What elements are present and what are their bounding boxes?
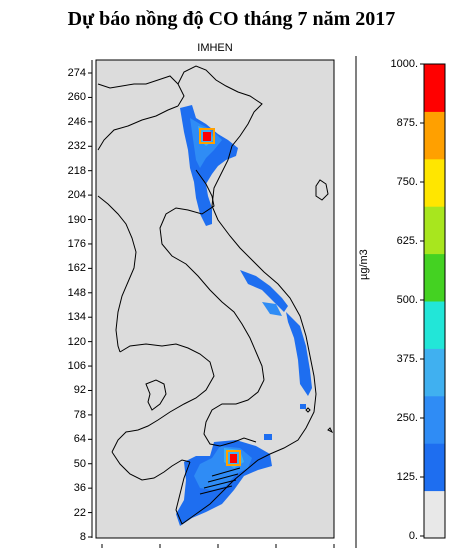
y-tick-label: 78 [73, 408, 86, 421]
cambodia-border [111, 343, 265, 453]
mekong-delta-lines [199, 467, 241, 495]
china-border [97, 75, 179, 89]
concentration-central [240, 270, 288, 312]
colorbar-unit: µg/m3 [358, 249, 370, 280]
y-tick-label: 162 [67, 262, 86, 275]
concentration-islet-2 [300, 404, 306, 409]
hotspot-north-ring [199, 128, 215, 144]
y-tick-label: 92 [73, 384, 86, 397]
colorbar-swatch [424, 64, 445, 112]
x-axis [96, 537, 335, 548]
colorbar-frame [423, 63, 446, 539]
y-tick-label: 120 [67, 335, 86, 348]
hotspot-south [230, 454, 237, 463]
colorbar-swatch [424, 111, 445, 160]
y-tick-label: 64 [73, 433, 86, 446]
colorbar-swatch [424, 253, 445, 302]
lake [145, 379, 167, 411]
concentration-central-2 [286, 312, 312, 396]
colorbar-tick-label: 875. [396, 117, 418, 129]
y-tick-label: 218 [67, 164, 86, 177]
y-tick-label: 274 [67, 67, 86, 79]
y-tick-label: 134 [67, 311, 86, 324]
colorbar-swatch [424, 301, 445, 349]
vietnam-coastline [175, 65, 317, 525]
y-tick-label: 8 [79, 531, 86, 543]
colorbar-swatch [424, 395, 445, 444]
y-tick-label: 190 [67, 213, 86, 226]
y-tick-label: 204 [67, 189, 86, 202]
colorbar-swatch [424, 206, 445, 255]
hotspot-north [203, 132, 211, 141]
colorbar-tick-label: 500. [396, 294, 418, 306]
island-dot-2 [327, 427, 334, 434]
y-tick-label: 22 [73, 506, 86, 519]
y-tick-label: 50 [73, 457, 86, 470]
gulf-coast [111, 451, 191, 481]
hotspot-south-ring [226, 450, 241, 466]
map-subtitle: IMHEN [197, 42, 233, 54]
y-tick-label: 36 [73, 482, 86, 495]
y-tick-label: 176 [67, 237, 86, 250]
hainan-island [315, 179, 329, 201]
y-tick-label: 246 [67, 115, 86, 128]
colorbar-tick-label: 750. [396, 176, 418, 188]
y-tick-label: 106 [67, 360, 86, 373]
y-tick-label: 260 [67, 91, 86, 104]
thailand-border [97, 195, 137, 353]
colorbar [420, 63, 446, 539]
map-title: Dự báo nồng độ CO tháng 7 năm 2017 [67, 8, 396, 30]
concentration-islet [264, 434, 272, 440]
y-tick-label: 232 [67, 140, 86, 153]
colorbar-swatch [424, 158, 445, 207]
colorbar-tick-label: 375. [396, 353, 418, 365]
colorbar-tick-label: 1000. [390, 58, 418, 70]
colorbar-tick-label: 125. [396, 471, 418, 483]
laos-border [97, 105, 265, 381]
concentration-central-3 [262, 302, 282, 316]
colorbar-swatch [424, 490, 445, 539]
colorbar-tick-label: 250. [396, 412, 418, 424]
colorbar-swatch [424, 443, 445, 492]
colorbar-swatch [424, 348, 445, 397]
colorbar-tick-label: 0. [408, 530, 418, 542]
colorbar-tick-label: 625. [396, 235, 418, 247]
y-tick-label: 148 [67, 286, 86, 299]
y-axis [88, 60, 93, 538]
island-dot-1 [305, 407, 311, 413]
coastlines-borders [97, 65, 334, 525]
